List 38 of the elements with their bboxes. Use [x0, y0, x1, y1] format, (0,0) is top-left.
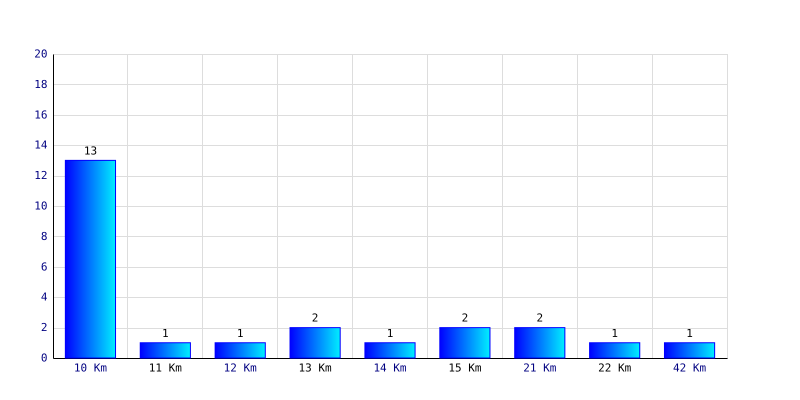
y-tick-label: 10: [34, 200, 48, 212]
x-tick-label: 22 Km: [598, 362, 632, 374]
y-tick-label: 6: [40, 260, 48, 274]
x-tick-label: 14 Km: [373, 362, 407, 374]
data-label: 1: [162, 326, 169, 340]
x-tick-label: 15 Km: [448, 362, 482, 374]
x-tick-label: 42 Km: [672, 362, 706, 374]
data-label: 1: [686, 326, 693, 340]
bar: [64, 160, 116, 358]
bar: [364, 342, 416, 358]
x-tick-label: 13 Km: [298, 362, 332, 374]
bar: [214, 342, 266, 358]
y-tick-label: 18: [34, 78, 48, 91]
y-tick-label: 14: [34, 138, 48, 152]
y-tick-label: 16: [34, 108, 48, 122]
y-tick-label: 2: [40, 321, 48, 334]
y-tick-label: 4: [40, 290, 48, 304]
data-label: 1: [611, 326, 618, 340]
x-tick-label: 10 Km: [74, 362, 108, 374]
x-tick-label: 11 Km: [148, 362, 182, 374]
bar: [514, 327, 566, 358]
bar: [664, 342, 716, 358]
y-tick-label: 12: [34, 169, 48, 182]
data-label: 1: [236, 326, 244, 340]
bar: [589, 342, 640, 358]
data-label: 13: [84, 144, 98, 158]
x-tick-label: 12 Km: [224, 362, 258, 374]
bar: [140, 342, 191, 358]
data-label: 2: [462, 312, 468, 325]
bar: [290, 327, 341, 358]
y-tick-label: 20: [34, 48, 48, 60]
y-tick-label: 0: [40, 352, 48, 364]
bar: [439, 327, 490, 358]
y-tick-label: 8: [40, 230, 48, 243]
x-tick-label: 21 Km: [523, 362, 557, 374]
data-label: 2: [536, 312, 544, 325]
data-label: 1: [386, 326, 394, 340]
data-label: 2: [312, 312, 318, 325]
